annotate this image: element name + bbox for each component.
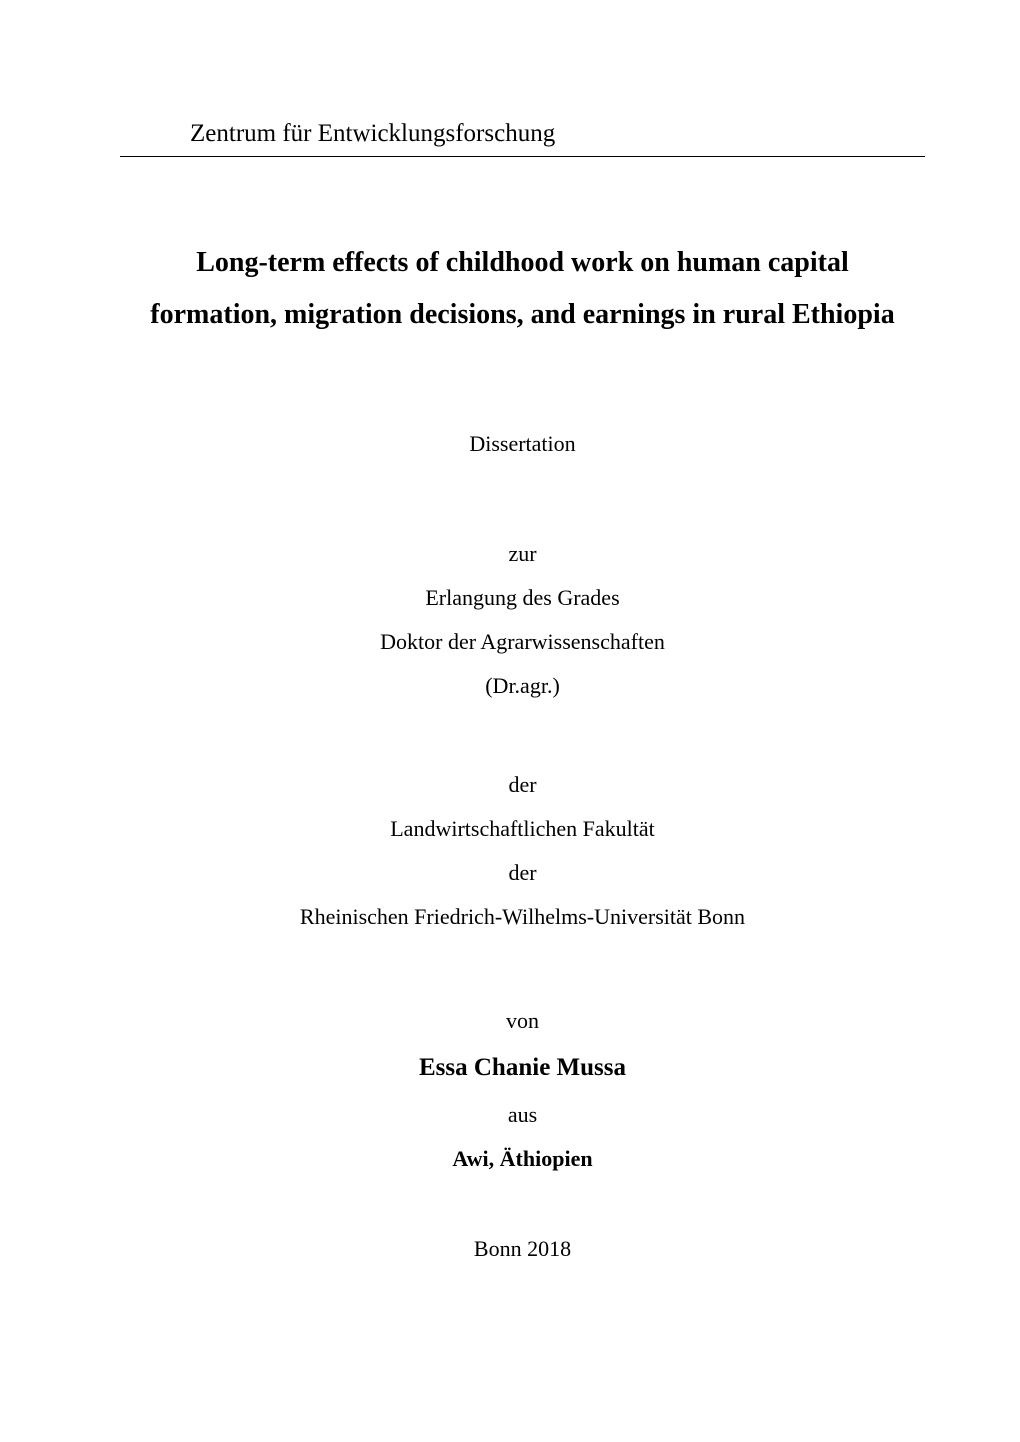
degree-erlangung: Erlangung des Grades: [120, 576, 925, 620]
header-divider: [120, 156, 925, 157]
author-name: Essa Chanie Mussa: [120, 1043, 925, 1093]
title-line-2: formation, migration decisions, and earn…: [120, 289, 925, 341]
faculty-block: der Landwirtschaftlichen Fakultät der Rh…: [120, 763, 925, 939]
institution-header: Zentrum für Entwicklungsforschung: [190, 120, 925, 148]
faculty-der2: der: [120, 851, 925, 895]
author-origin: Awi, Äthiopien: [120, 1137, 925, 1181]
degree-zur: zur: [120, 532, 925, 576]
author-block: von Essa Chanie Mussa aus Awi, Äthiopien: [120, 999, 925, 1181]
author-von: von: [120, 999, 925, 1043]
title-line-1: Long-term effects of childhood work on h…: [120, 237, 925, 289]
degree-doktor: Doktor der Agrarwissenschaften: [120, 620, 925, 664]
university-name: Rheinischen Friedrich-Wilhelms-Universit…: [120, 895, 925, 939]
place-year: Bonn 2018: [120, 1236, 925, 1262]
dissertation-title: Long-term effects of childhood work on h…: [120, 237, 925, 341]
degree-block: zur Erlangung des Grades Doktor der Agra…: [120, 532, 925, 708]
dissertation-label: Dissertation: [120, 431, 925, 457]
faculty-name: Landwirtschaftlichen Fakultät: [120, 807, 925, 851]
degree-abbrev: (Dr.agr.): [120, 664, 925, 708]
author-aus: aus: [120, 1093, 925, 1137]
faculty-der1: der: [120, 763, 925, 807]
